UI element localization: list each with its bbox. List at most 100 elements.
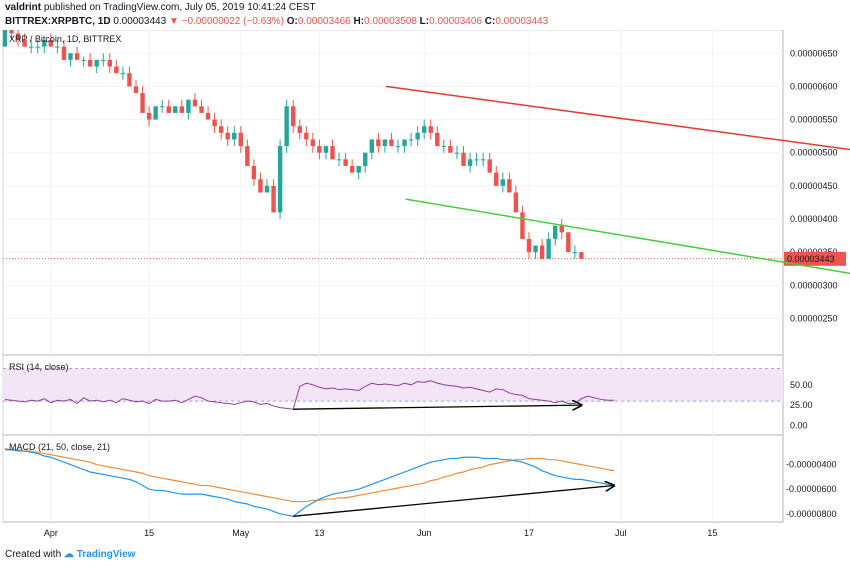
candle-body — [546, 238, 551, 259]
candle-body — [42, 40, 47, 47]
candle-body — [513, 192, 519, 213]
price-axis[interactable]: 0.000002500.000003000.000003500.00000400… — [784, 48, 846, 519]
price-tick-label: 0.00000300 — [790, 280, 838, 290]
macd-tick-label: -0.00000400 — [786, 460, 837, 470]
candle-body — [467, 159, 473, 166]
high-label: H: — [353, 16, 365, 27]
candle-body — [258, 179, 263, 193]
macd-divergence-arrow — [293, 486, 614, 517]
trading-chart[interactable]: 0.000002500.000003000.000003500.00000400… — [0, 30, 850, 545]
author-name[interactable]: valdrint — [5, 2, 42, 13]
candle-body — [559, 225, 564, 233]
candle-body — [133, 86, 139, 94]
candle-body — [428, 126, 433, 133]
candle-body — [218, 126, 224, 133]
rsi-line — [4, 380, 615, 410]
time-tick-label: 13 — [314, 528, 324, 538]
macd-tick-label: -0.00000600 — [786, 484, 837, 494]
candle-body — [199, 106, 204, 113]
rsi-legend: RSI (14, close) — [9, 362, 69, 372]
down-triangle-icon: ▼ — [168, 16, 179, 27]
candle-body — [336, 159, 342, 161]
main-legend: XRP / Bitcoin, 1D, BITTREX — [9, 34, 121, 44]
candle-body — [526, 238, 532, 253]
candle-body — [22, 40, 27, 47]
candle-body — [402, 139, 407, 147]
candle-body — [245, 146, 250, 166]
candle-body — [68, 53, 73, 60]
candle-body — [120, 73, 126, 75]
candle-body — [153, 106, 158, 120]
candle-body — [330, 146, 335, 160]
rsi-pane — [3, 368, 783, 410]
support-trendline — [405, 198, 850, 275]
plot-frame — [2, 30, 784, 523]
macd-line — [5, 449, 615, 517]
candle-body — [251, 165, 257, 180]
candle-body — [146, 112, 152, 120]
candle-body — [232, 132, 237, 140]
time-tick-label: 17 — [524, 528, 534, 538]
last-price-tag — [784, 251, 846, 266]
price-tick-label: 0.00000600 — [790, 81, 838, 91]
candle-body — [271, 185, 276, 213]
candle-body — [415, 132, 420, 140]
candle-body — [441, 146, 447, 148]
candle-body — [94, 59, 99, 67]
candle-body — [435, 132, 440, 147]
candle-body — [566, 232, 571, 253]
candle-body — [205, 112, 211, 120]
candle-body — [87, 59, 93, 67]
candle-body — [363, 152, 368, 166]
candle-body — [114, 66, 119, 74]
candle-body — [553, 225, 558, 239]
candle-body — [507, 179, 512, 193]
candle-body — [323, 146, 329, 153]
candle-body — [173, 106, 178, 113]
candle-body — [35, 46, 40, 48]
candle-body — [55, 46, 60, 48]
high-value: 0.00003508 — [364, 16, 417, 27]
publish-line: valdrint published on TradingView.com, J… — [5, 2, 316, 13]
candle-body — [533, 245, 538, 253]
candle-body — [356, 165, 361, 173]
candle-body — [81, 59, 86, 61]
candle-body — [304, 132, 309, 140]
candle-body — [192, 99, 198, 107]
candlestick-series — [2, 30, 783, 260]
candle-body — [408, 139, 414, 141]
candle-body — [74, 53, 80, 60]
candle-body — [29, 46, 34, 48]
candle-body — [310, 139, 316, 147]
price-tick-label: 0.00000650 — [790, 48, 838, 58]
candle-body — [474, 159, 479, 161]
candle-body — [297, 126, 302, 133]
candle-body — [179, 106, 185, 113]
candle-body — [448, 146, 453, 153]
tradingview-brand[interactable]: TradingView — [76, 549, 136, 560]
candle-body — [494, 172, 499, 186]
candle-body — [238, 132, 243, 147]
low-value: 0.00003406 — [429, 16, 482, 27]
resistance-trendline — [385, 85, 850, 151]
candle-body — [225, 132, 230, 140]
time-axis[interactable]: Apr 15 May 13 Jun 17 Jul 15 — [44, 528, 718, 538]
candle-body — [186, 99, 191, 113]
candle-body — [376, 139, 381, 147]
candle-body — [454, 152, 460, 154]
trendline-annotations[interactable] — [385, 85, 850, 278]
price-tick-label: 0.00000400 — [790, 214, 838, 224]
candle-body — [48, 40, 54, 47]
close-value: 0.00003443 — [495, 16, 549, 27]
candle-body — [166, 106, 171, 113]
time-tick-label: 15 — [707, 528, 717, 538]
close-label: C: — [484, 16, 496, 27]
candle-body — [395, 146, 401, 148]
last-price: 0.00003443 — [113, 16, 167, 27]
candle-body — [520, 212, 525, 239]
candle-body — [127, 73, 132, 87]
candle-body — [349, 165, 355, 173]
rsi-tick-label: 50.00 — [790, 380, 813, 390]
candle-body — [343, 159, 348, 166]
price-tick-label: 0.00000250 — [790, 313, 838, 323]
